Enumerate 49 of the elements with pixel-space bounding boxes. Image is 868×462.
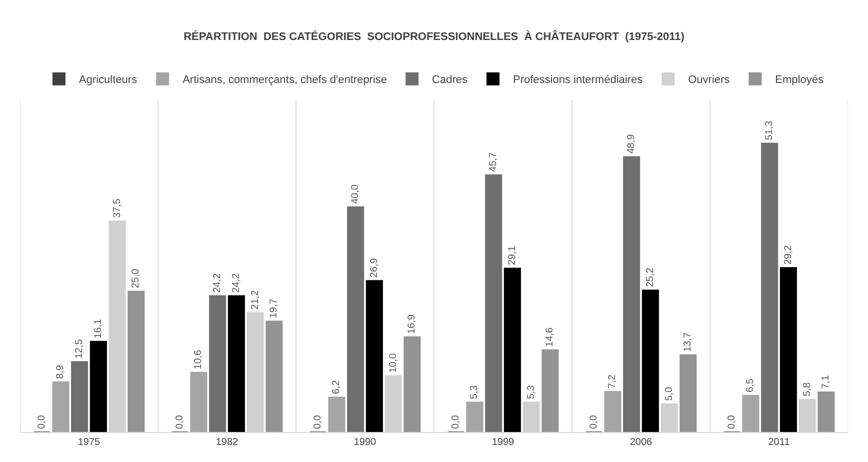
data-label: 0,0 [726, 414, 738, 429]
data-label: 29,1 [506, 245, 518, 266]
data-label: 10,6 [193, 349, 204, 370]
data-label: 45,7 [488, 152, 500, 172]
data-label: 40,0 [350, 184, 362, 204]
legend-label: Artisans, commerçants, chefs d'entreprise [182, 74, 388, 86]
data-label: 12,5 [74, 338, 86, 359]
x-tick-label: 1975 [78, 437, 101, 448]
data-label: 10,0 [388, 352, 399, 373]
x-tick-label: 2011 [768, 437, 790, 448]
x-tick-label: 1982 [216, 437, 239, 448]
data-label: 0,0 [174, 414, 186, 429]
data-label: 16,1 [92, 318, 104, 338]
data-label: 6,2 [331, 380, 342, 394]
data-label: 51,3 [764, 120, 776, 140]
data-label: 0,0 [36, 414, 48, 429]
chart-title: RÉPARTITION DES CATÉGORIES SOCIOPROFESSIONNELLES À CHÂTEAUFORT (1975-2011) [184, 30, 685, 44]
data-label: 5,3 [469, 384, 480, 400]
data-label: 5,3 [526, 384, 537, 400]
data-label: 24,2 [230, 272, 242, 293]
data-label: 29,2 [782, 244, 794, 265]
data-label: 5,0 [664, 386, 675, 401]
data-label: 5,8 [802, 382, 813, 396]
legend-label: Cadres [432, 74, 468, 86]
data-label: 25,0 [130, 268, 142, 288]
data-label: 19,7 [268, 298, 280, 318]
data-label: 7,2 [607, 374, 618, 388]
data-label: 16,9 [406, 314, 418, 334]
data-label: 25,2 [644, 267, 656, 288]
data-label: 0,0 [312, 414, 324, 429]
legend-label: Agriculteurs [79, 74, 138, 86]
x-tick-label: 2006 [630, 437, 653, 448]
x-tick-label: 1990 [354, 437, 377, 448]
legend-label: Employés [775, 74, 824, 86]
data-label: 48,9 [626, 134, 638, 154]
data-label: 26,9 [368, 258, 380, 278]
data-label: 0,0 [450, 414, 462, 429]
legend-label: Ouvriers [688, 74, 730, 86]
data-label: 6,5 [745, 378, 756, 392]
data-label: 0,0 [588, 414, 600, 429]
data-label: 7,1 [820, 374, 832, 390]
data-label: 24,2 [212, 272, 224, 293]
data-label: 14,6 [544, 326, 556, 347]
data-label: 13,7 [682, 332, 694, 352]
data-label: 21,2 [250, 290, 261, 310]
data-label: 37,5 [112, 198, 123, 218]
legend-label: Professions intermédiaires [513, 74, 644, 86]
data-label: 8,9 [55, 364, 66, 379]
x-tick-label: 1999 [492, 437, 515, 448]
